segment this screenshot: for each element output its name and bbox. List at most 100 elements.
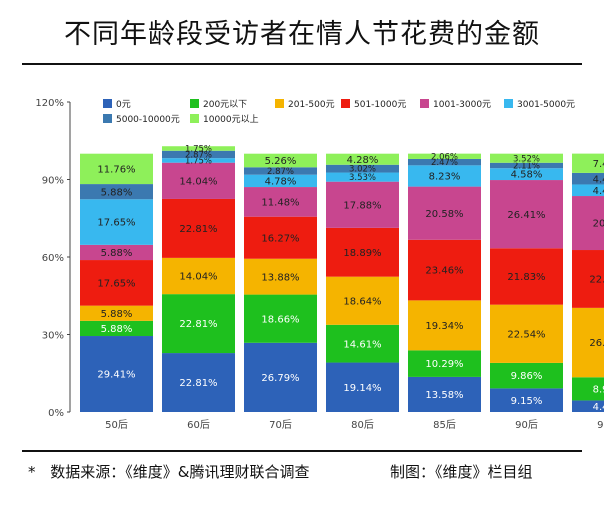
bar-segment <box>408 376 481 412</box>
bar-segment <box>244 153 317 168</box>
bar-segment <box>326 276 399 325</box>
legend-label: 10000元以上 <box>203 114 259 125</box>
legend-swatch <box>190 114 199 123</box>
chart-credit: 制图：《维度》栏目组 <box>390 463 533 481</box>
data-label: 4.28% <box>347 155 379 166</box>
footer: * 数据来源：《维度》&腾讯理财联合调查 制图：《维度》栏目组 <box>28 461 588 482</box>
bar-segment <box>490 168 563 181</box>
x-tick-label: 80后 <box>351 419 374 431</box>
y-tick-label: 60% <box>42 253 64 264</box>
data-label: 14.61% <box>343 339 381 350</box>
bar-segment <box>572 377 604 401</box>
data-label: 13.58% <box>425 390 463 401</box>
bar-segment <box>490 153 563 163</box>
bar-segment <box>408 300 481 351</box>
data-label: 7.46% <box>593 159 604 170</box>
bar-segment <box>490 180 563 249</box>
data-label: 2.47% <box>431 158 458 168</box>
bar-segment <box>408 239 481 301</box>
data-label: 3.02% <box>349 165 376 175</box>
data-label: 5.26% <box>265 156 297 167</box>
bar-segment <box>162 257 235 295</box>
bar-segment <box>490 362 563 389</box>
y-tick-label: 0% <box>48 408 64 419</box>
data-label: 1.75% <box>185 156 212 166</box>
data-label: 1.75% <box>185 145 212 155</box>
y-tick-label: 30% <box>42 331 64 342</box>
data-label: 3.52% <box>513 154 540 164</box>
data-label: 22.54% <box>507 329 545 340</box>
data-label: 9.15% <box>511 396 543 407</box>
data-label: 5.88% <box>101 309 133 320</box>
data-label: 11.48% <box>261 197 299 208</box>
bar-segment <box>162 294 235 354</box>
bar-segment <box>244 216 317 259</box>
bar-segment <box>162 353 235 412</box>
data-label: 4.78% <box>265 176 297 187</box>
data-label: 16.27% <box>261 233 299 244</box>
legend-swatch <box>275 99 284 108</box>
bar-segment <box>326 164 399 173</box>
y-tick-label: 120% <box>35 98 64 109</box>
bar-segment <box>572 172 604 185</box>
legend-label: 501-1000元 <box>354 100 406 110</box>
x-tick-label: 95后 <box>597 419 604 431</box>
bar-segment <box>408 186 481 240</box>
bar-segment <box>490 388 563 412</box>
legend-label: 1001-3000元 <box>433 100 491 110</box>
bar-segment <box>408 153 481 159</box>
title-underline <box>22 63 582 65</box>
data-label: 17.88% <box>343 200 381 211</box>
legend-label: 5000-10000元 <box>116 115 180 125</box>
bar-segment <box>408 158 481 166</box>
bar-segment <box>162 150 235 159</box>
data-label: 26.87% <box>589 338 604 349</box>
bar-segment <box>326 362 399 412</box>
data-label: 20.9% <box>593 219 604 230</box>
bar-segment <box>408 165 481 187</box>
x-tick-label: 90后 <box>515 419 538 431</box>
bar-segment <box>244 258 317 295</box>
bar-segment <box>162 198 235 258</box>
data-label: 4.58% <box>511 170 543 181</box>
data-label: 5.88% <box>101 187 133 198</box>
bar-segment <box>244 294 317 343</box>
data-label: 2.06% <box>431 152 458 162</box>
bar-segment <box>572 153 604 173</box>
bar-segment <box>572 250 604 308</box>
data-label: 4.48% <box>593 402 604 413</box>
bar-segment <box>326 153 399 165</box>
data-label: 4.48% <box>593 174 604 185</box>
bar-segment <box>80 260 153 306</box>
bar-segment <box>162 158 235 163</box>
bar-segment <box>572 196 604 251</box>
legend-swatch <box>341 99 350 108</box>
bar-segment <box>244 167 317 175</box>
data-label: 22.81% <box>179 378 217 389</box>
bar-segment <box>490 162 563 169</box>
data-label: 22.39% <box>589 275 604 286</box>
bar-segment <box>244 342 317 412</box>
bar-segment <box>326 181 399 228</box>
bar-segment <box>326 324 399 363</box>
x-tick-label: 85后 <box>433 419 456 431</box>
bar-segment <box>490 304 563 363</box>
footer-divider <box>22 450 582 452</box>
data-label: 29.41% <box>97 370 135 381</box>
data-label: 26.41% <box>507 210 545 221</box>
bar-segment <box>572 307 604 378</box>
bar-segment <box>326 227 399 277</box>
bar-segment <box>162 146 235 151</box>
data-label: 22.81% <box>179 224 217 235</box>
data-label: 14.04% <box>179 272 217 283</box>
bar-segment <box>80 184 153 200</box>
data-label: 8.96% <box>593 384 604 395</box>
y-tick-label: 90% <box>42 176 64 187</box>
footer-bullet: * <box>28 463 36 481</box>
bar-segment <box>244 174 317 188</box>
legend-label: 200元以下 <box>203 100 247 110</box>
bar-segment <box>408 350 481 377</box>
data-label: 18.64% <box>343 296 381 307</box>
bar-segment <box>80 153 153 185</box>
legend-swatch <box>190 99 199 108</box>
